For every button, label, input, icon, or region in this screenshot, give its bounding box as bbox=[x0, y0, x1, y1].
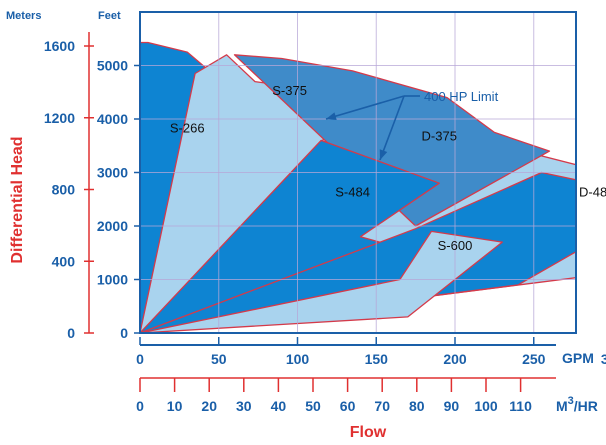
feet-tick-label: 2000 bbox=[97, 218, 128, 234]
m3hr-tick-label: 10 bbox=[167, 398, 183, 414]
region-label-s-600: S-600 bbox=[438, 238, 473, 253]
feet-tick-label: 1000 bbox=[97, 272, 128, 288]
m3hr-tick-label: 100 bbox=[474, 398, 498, 414]
annotation-400hp: 400 HP Limit bbox=[424, 89, 499, 104]
feet-tick-label: 3000 bbox=[97, 165, 128, 181]
x-secondary-units-tail: /HR bbox=[574, 398, 598, 414]
meters-tick-label: 800 bbox=[52, 182, 76, 198]
m3hr-tick-label: 90 bbox=[444, 398, 460, 414]
m3hr-tick-label: 30 bbox=[236, 398, 252, 414]
gpm-tick-label: 300 bbox=[601, 351, 606, 367]
m3hr-tick-label: 50 bbox=[305, 398, 321, 414]
grid bbox=[140, 12, 576, 333]
m3hr-tick-label: 110 bbox=[509, 398, 532, 414]
m3hr-tick-label: 0 bbox=[136, 398, 144, 414]
x-primary-units: GPM bbox=[562, 350, 594, 366]
gpm-tick-label: 250 bbox=[522, 351, 546, 367]
m3hr-tick-label: 80 bbox=[409, 398, 425, 414]
meters-tick-label: 400 bbox=[52, 253, 76, 269]
region-label-s-484: S-484 bbox=[335, 185, 370, 200]
meters-tick-label: 1200 bbox=[44, 110, 75, 126]
annotation-arrow-line bbox=[325, 95, 405, 120]
m3hr-tick-label: 70 bbox=[374, 398, 390, 414]
x-axis-title: Flow bbox=[350, 424, 387, 441]
m3hr-tick-label: 40 bbox=[271, 398, 287, 414]
gpm-tick-label: 50 bbox=[211, 351, 227, 367]
region-d-375 bbox=[233, 54, 551, 227]
annotation-arrows bbox=[325, 95, 420, 161]
m3hr-tick-label: 60 bbox=[340, 398, 356, 414]
m3hr-tick-label: 20 bbox=[201, 398, 217, 414]
region-label-s-375: S-375 bbox=[272, 83, 307, 98]
annotation-arrowhead bbox=[326, 112, 337, 121]
feet-tick-label: 5000 bbox=[97, 58, 128, 74]
gpm-tick-label: 100 bbox=[286, 351, 310, 367]
gpm-tick-label: 150 bbox=[365, 351, 389, 367]
gpm-tick-label: 200 bbox=[443, 351, 467, 367]
x-secondary-units: M3/HR bbox=[556, 395, 598, 414]
x-secondary-units-base: M bbox=[556, 398, 568, 414]
y-right-units: Feet bbox=[98, 10, 121, 22]
y-left-units: Meters bbox=[6, 10, 41, 22]
feet-tick-label: 4000 bbox=[97, 111, 128, 127]
region-label-d-375: D-375 bbox=[422, 128, 457, 143]
region-s-600 bbox=[140, 230, 503, 333]
annotation-arrow-line bbox=[379, 95, 405, 161]
y-axis-title: Differential Head bbox=[9, 136, 26, 263]
x-secondary-units-sup: 3 bbox=[568, 395, 574, 407]
meters-tick-label: 1600 bbox=[44, 38, 75, 54]
region-label-s-266: S-266 bbox=[170, 120, 205, 135]
annotation-arrowhead bbox=[379, 149, 388, 160]
region-label-d-484: D-484 bbox=[579, 185, 606, 200]
feet-tick-label: 0 bbox=[120, 325, 128, 341]
gpm-tick-label: 0 bbox=[136, 351, 144, 367]
meters-tick-label: 0 bbox=[67, 325, 75, 341]
